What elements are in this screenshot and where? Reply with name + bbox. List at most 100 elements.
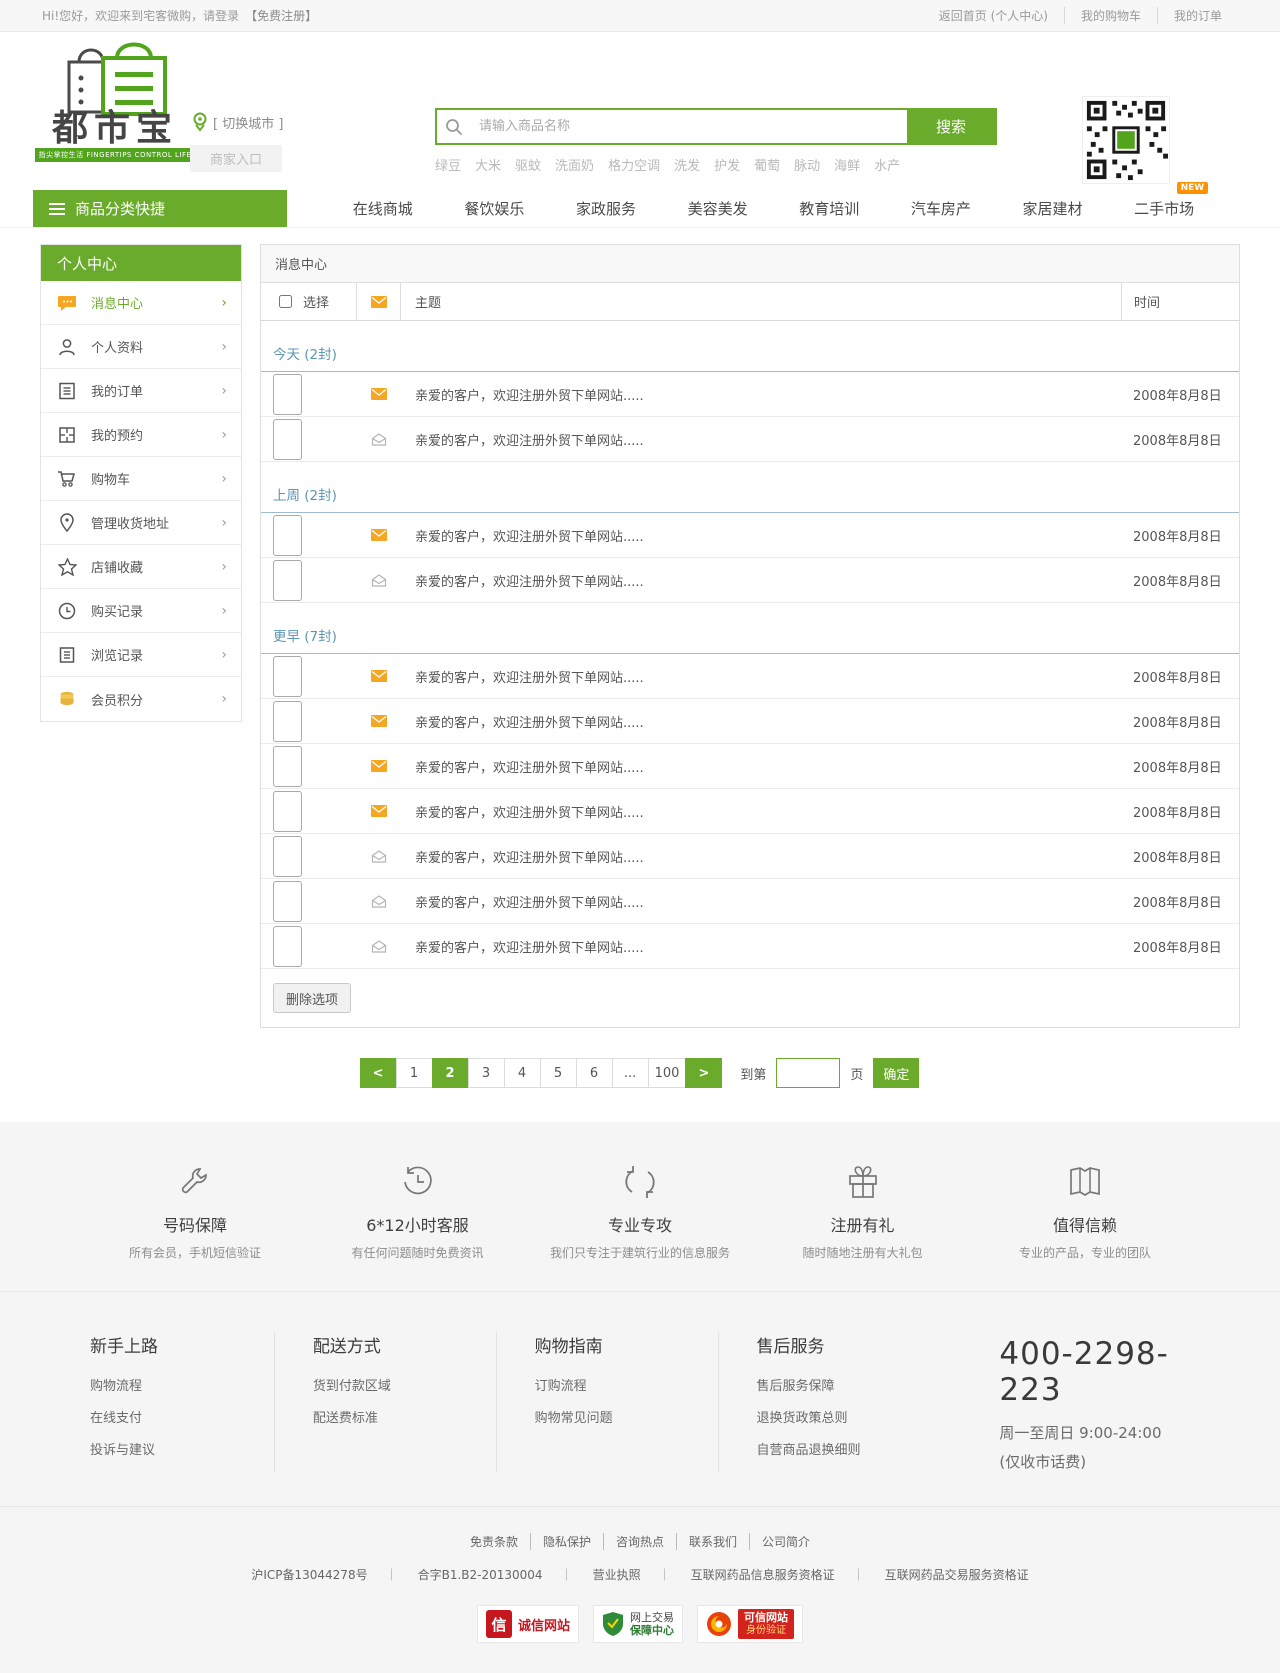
footer-link[interactable]: 退换货政策总则 (756, 1411, 848, 1426)
nav-item[interactable]: 家政服务 (576, 198, 636, 219)
sidebar-item-browse-history[interactable]: 浏览记录 › (41, 633, 241, 677)
page-number[interactable]: 100 (647, 1058, 687, 1088)
legal-link[interactable]: 咨询热点 (604, 1533, 677, 1550)
topbar-link[interactable]: 我的订单 (1173, 9, 1222, 23)
page-number[interactable]: 1 (395, 1058, 433, 1088)
message-subject[interactable]: 亲爱的客户，欢迎注册外贸下单网站..... (415, 850, 644, 866)
message-subject[interactable]: 亲爱的客户，欢迎注册外贸下单网站..... (415, 574, 644, 590)
sidebar-item-profile[interactable]: 个人资料 › (41, 325, 241, 369)
legal-link[interactable]: 隐私保护 (531, 1533, 604, 1550)
hot-keyword[interactable]: 大米 (475, 159, 502, 174)
nav-item[interactable]: 二手市场 NEW (1134, 182, 1209, 219)
sidebar-item-appointments[interactable]: 我的预约 › (41, 413, 241, 457)
message-checkbox[interactable] (273, 745, 302, 787)
message-checkbox[interactable] (273, 790, 302, 832)
hot-keyword[interactable]: 洗发 (674, 159, 701, 174)
hot-keyword[interactable]: 洗面奶 (555, 159, 595, 174)
message-subject[interactable]: 亲爱的客户，欢迎注册外贸下单网站..... (415, 805, 644, 821)
hot-keyword[interactable]: 驱蚊 (515, 159, 542, 174)
nav-item[interactable]: 汽车房产 (911, 198, 971, 219)
message-checkbox[interactable] (273, 418, 302, 460)
topbar-link[interactable]: 我的购物车 (1065, 7, 1158, 24)
footer-link[interactable]: 订购流程 (534, 1379, 587, 1394)
hot-keyword[interactable]: 格力空调 (608, 159, 661, 174)
footer-link[interactable]: 购物常见问题 (534, 1411, 613, 1426)
page-number[interactable]: 2 (431, 1058, 469, 1088)
message-checkbox[interactable] (273, 514, 302, 556)
footer-link[interactable]: 投诉与建议 (90, 1443, 156, 1458)
hot-keyword[interactable]: 葡萄 (754, 159, 781, 174)
hot-keyword[interactable]: 水产 (874, 159, 901, 174)
message-subject[interactable]: 亲爱的客户，欢迎注册外贸下单网站..... (415, 895, 644, 911)
message-subject[interactable]: 亲爱的客户，欢迎注册外贸下单网站..... (415, 715, 644, 731)
legal-link[interactable]: 联系我们 (677, 1533, 751, 1550)
hot-keyword[interactable]: 护发 (714, 159, 741, 174)
footer-link[interactable]: 售后服务保障 (756, 1379, 835, 1394)
sidebar-item-messages[interactable]: 消息中心 › (41, 281, 241, 325)
hot-keyword[interactable]: 海鲜 (834, 159, 861, 174)
message-subject[interactable]: 亲爱的客户，欢迎注册外贸下单网站..... (415, 388, 644, 404)
icp-item[interactable]: 沪ICP备13044278号 (241, 1566, 407, 1583)
nav-item[interactable]: 家居建材 (1023, 198, 1083, 219)
message-checkbox[interactable] (273, 559, 302, 601)
sidebar-item-addresses[interactable]: 管理收货地址 › (41, 501, 241, 545)
page-number[interactable]: ... (611, 1058, 649, 1088)
message-checkbox[interactable] (273, 655, 302, 697)
message-subject[interactable]: 亲爱的客户，欢迎注册外贸下单网站..... (415, 670, 644, 686)
icp-item[interactable]: 营业执照 (583, 1566, 681, 1583)
message-checkbox[interactable] (273, 925, 302, 967)
sidebar-item-member-points[interactable]: 会员积分 › (41, 677, 241, 721)
sidebar-item-cart[interactable]: 购物车 › (41, 457, 241, 501)
select-all-checkbox[interactable] (279, 295, 292, 308)
footer-link[interactable]: 货到付款区域 (312, 1379, 391, 1394)
message-subject[interactable]: 亲爱的客户，欢迎注册外贸下单网站..... (415, 940, 644, 956)
nav-item[interactable]: 餐饮娱乐 (464, 198, 524, 219)
badge-trade-guarantee[interactable]: 网上交易 保障中心 (593, 1605, 683, 1643)
nav-item[interactable]: 美容美发 (688, 198, 748, 219)
legal-link[interactable]: 免责条款 (458, 1533, 531, 1550)
category-button[interactable]: 商品分类快捷 (33, 190, 287, 227)
badge-trusted-website[interactable]: 可信网站 身份验证 (697, 1605, 803, 1643)
legal-link[interactable]: 公司简介 (762, 1535, 811, 1549)
page-number[interactable]: 5 (539, 1058, 577, 1088)
icp-item[interactable]: 合字B1.B2-20130004 (408, 1566, 583, 1583)
footer-link[interactable]: 自营商品退换细则 (756, 1443, 861, 1458)
hot-keyword[interactable]: 脉动 (794, 159, 821, 174)
message-subject[interactable]: 亲爱的客户，欢迎注册外贸下单网站..... (415, 529, 644, 545)
hot-keyword[interactable]: 绿豆 (435, 159, 462, 174)
icp-item[interactable]: 互联网药品交易服务资格证 (884, 1568, 1029, 1582)
goto-confirm-button[interactable]: 确定 (873, 1058, 920, 1088)
merchant-entry-button[interactable]: 商家入口 (190, 145, 282, 172)
page-number[interactable]: 4 (503, 1058, 541, 1088)
message-checkbox[interactable] (273, 835, 302, 877)
page-number[interactable]: 3 (467, 1058, 505, 1088)
footer-link[interactable]: 购物流程 (90, 1379, 143, 1394)
prev-page-button[interactable]: < (359, 1058, 397, 1088)
sidebar-item-shop-favorites[interactable]: 店铺收藏 › (41, 545, 241, 589)
message-checkbox[interactable] (273, 880, 302, 922)
goto-page-input[interactable] (776, 1058, 841, 1088)
site-logo[interactable]: 都市宝 指尖掌控生活 FINGERTIPS CONTROL LIFE (34, 40, 196, 162)
search-button[interactable]: 搜索 (907, 110, 995, 143)
delete-selected-button[interactable]: 删除选项 (273, 983, 352, 1013)
message-subject[interactable]: 亲爱的客户，欢迎注册外贸下单网站..... (415, 760, 644, 776)
footer-link[interactable]: 配送费标准 (312, 1411, 378, 1426)
sidebar-item-orders[interactable]: 我的订单 › (41, 369, 241, 413)
page-number[interactable]: 6 (575, 1058, 613, 1088)
next-page-button[interactable]: > (685, 1058, 723, 1088)
nav-item[interactable]: 教育培训 (799, 198, 859, 219)
switch-city[interactable]: [ 切换城市 ] (192, 112, 283, 132)
nav-item[interactable]: 在线商城 (353, 198, 413, 219)
badge-honest-website[interactable]: 信 诚信网站 (476, 1605, 579, 1643)
message-subject[interactable]: 亲爱的客户，欢迎注册外贸下单网站..... (415, 433, 644, 449)
message-checkbox[interactable] (273, 373, 302, 415)
search-input[interactable] (471, 110, 907, 143)
logo-slogan: 指尖掌控生活 FINGERTIPS CONTROL LIFE (34, 147, 196, 162)
free-register-link[interactable]: 【免费注册】 (245, 9, 318, 23)
topbar-link[interactable]: 返回首页 (个人中心) (923, 7, 1065, 24)
icp-item[interactable]: 互联网药品信息服务资格证 (681, 1566, 875, 1583)
service-desc: 专业的产品，专业的团队 (1018, 1246, 1151, 1260)
sidebar-item-purchase-history[interactable]: 购买记录 › (41, 589, 241, 633)
footer-link[interactable]: 在线支付 (90, 1411, 143, 1426)
message-checkbox[interactable] (273, 700, 302, 742)
